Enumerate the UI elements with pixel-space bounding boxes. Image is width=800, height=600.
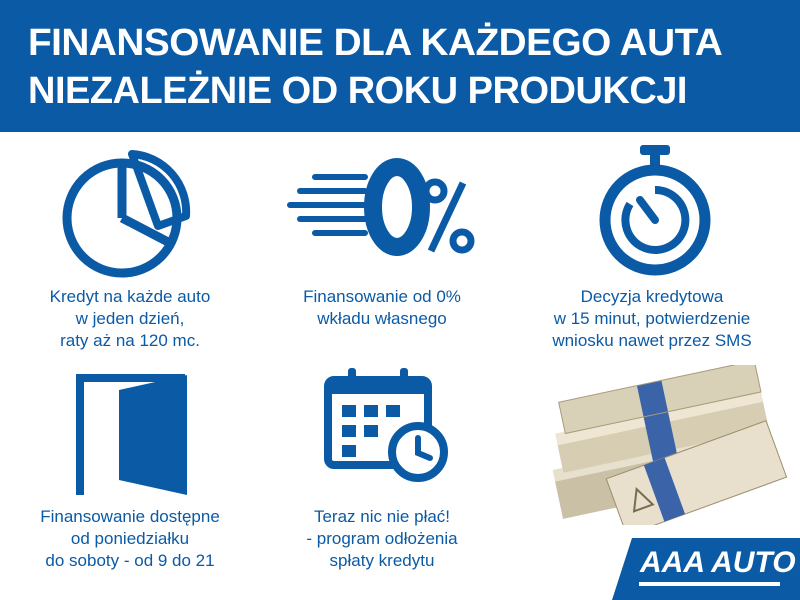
caption-line: - program odłożenia <box>306 529 458 548</box>
stopwatch-icon <box>599 145 711 276</box>
caption-line: Finansowanie dostępne <box>40 507 220 526</box>
money-stack-image <box>552 365 788 525</box>
caption-line: Kredyt na każde auto <box>49 287 211 306</box>
aaa-auto-logo: AAA AUTO <box>612 538 800 600</box>
feature-caption-deferral: Teraz nic nie płać! - program odłożenia … <box>252 506 512 572</box>
feature-caption-zero-percent: Finansowanie od 0% wkładu własnego <box>252 286 512 330</box>
headline-line-2: NIEZALEŻNIE OD ROKU PRODUKCJI <box>28 70 687 112</box>
caption-line: wkładu własnego <box>317 309 447 328</box>
zero-percent-icon <box>287 158 475 256</box>
caption-line: spłaty kredytu <box>329 551 435 570</box>
logo-text: AAA AUTO <box>640 546 796 579</box>
calendar-clock-icon <box>324 368 448 482</box>
header-banner: FINANSOWANIE DLA KAŻDEGO AUTA NIEZALEŻNI… <box>0 0 800 132</box>
caption-line: Teraz nic nie płać! <box>313 507 451 526</box>
caption-line: wniosku nawet przez SMS <box>552 331 752 350</box>
caption-line: do soboty - od 9 do 21 <box>45 551 215 570</box>
logo-underline <box>639 582 780 586</box>
caption-line: w 15 minut, potwierdzenie <box>553 309 751 328</box>
headline-line-1: FINANSOWANIE DLA KAŻDEGO AUTA <box>28 22 723 64</box>
caption-line: raty aż na 120 mc. <box>60 331 200 350</box>
caption-line: Finansowanie od 0% <box>303 287 461 306</box>
feature-caption-credit: Kredyt na każde auto w jeden dzień, raty… <box>0 286 260 352</box>
caption-line: od poniedziałku <box>70 529 190 548</box>
caption-line: w jeden dzień, <box>75 309 185 328</box>
feature-caption-hours: Finansowanie dostępne od poniedziałku do… <box>0 506 260 572</box>
pie-chart-icon <box>62 150 191 278</box>
caption-line: Decyzja kredytowa <box>580 287 724 306</box>
feature-caption-decision: Decyzja kredytowa w 15 minut, potwierdze… <box>522 286 782 352</box>
open-door-icon <box>76 374 187 495</box>
